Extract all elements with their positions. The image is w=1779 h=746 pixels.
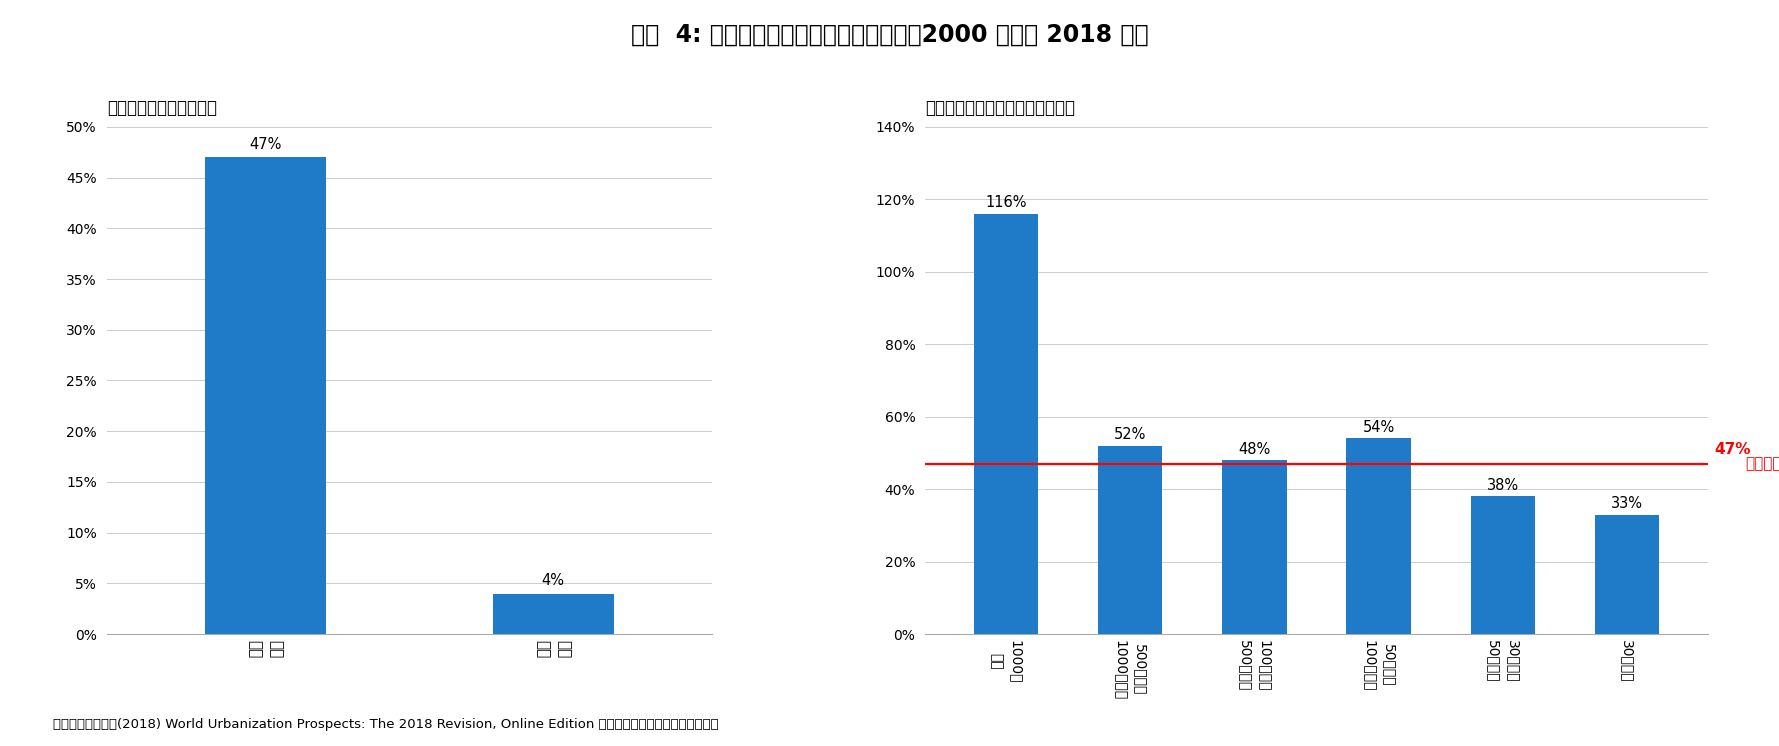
Text: 48%: 48% [1238, 442, 1270, 457]
Bar [205, 157, 326, 634]
Bar [1594, 515, 1660, 634]
Text: 都市人口および農村人口: 都市人口および農村人口 [107, 99, 217, 117]
Bar [1471, 496, 1535, 634]
Text: 都市人口（都市圏の人口規模別）: 都市人口（都市圏の人口規模別） [925, 99, 1075, 117]
Text: 47%: 47% [1713, 442, 1751, 457]
Text: 116%: 116% [986, 195, 1026, 210]
Text: 都市人口: 都市人口 [1745, 457, 1779, 471]
Text: （出所）国際連合(2018) World Urbanization Prospects: The 2018 Revision, Online Edition を: （出所）国際連合(2018) World Urbanization Prospe… [53, 718, 719, 731]
Text: 4%: 4% [541, 574, 564, 589]
Text: 54%: 54% [1363, 420, 1395, 435]
Text: 47%: 47% [249, 137, 281, 152]
Text: 33%: 33% [1612, 496, 1644, 511]
Bar [973, 214, 1039, 634]
Bar [493, 594, 614, 634]
Text: 図表  4: 世界の都市と農村の人口変化率（2000 年から 2018 年）: 図表 4: 世界の都市と農村の人口変化率（2000 年から 2018 年） [632, 22, 1147, 46]
Bar [1222, 460, 1286, 634]
Bar [1347, 439, 1411, 634]
Text: 38%: 38% [1487, 477, 1519, 493]
Bar [1098, 445, 1162, 634]
Text: 52%: 52% [1114, 427, 1146, 442]
